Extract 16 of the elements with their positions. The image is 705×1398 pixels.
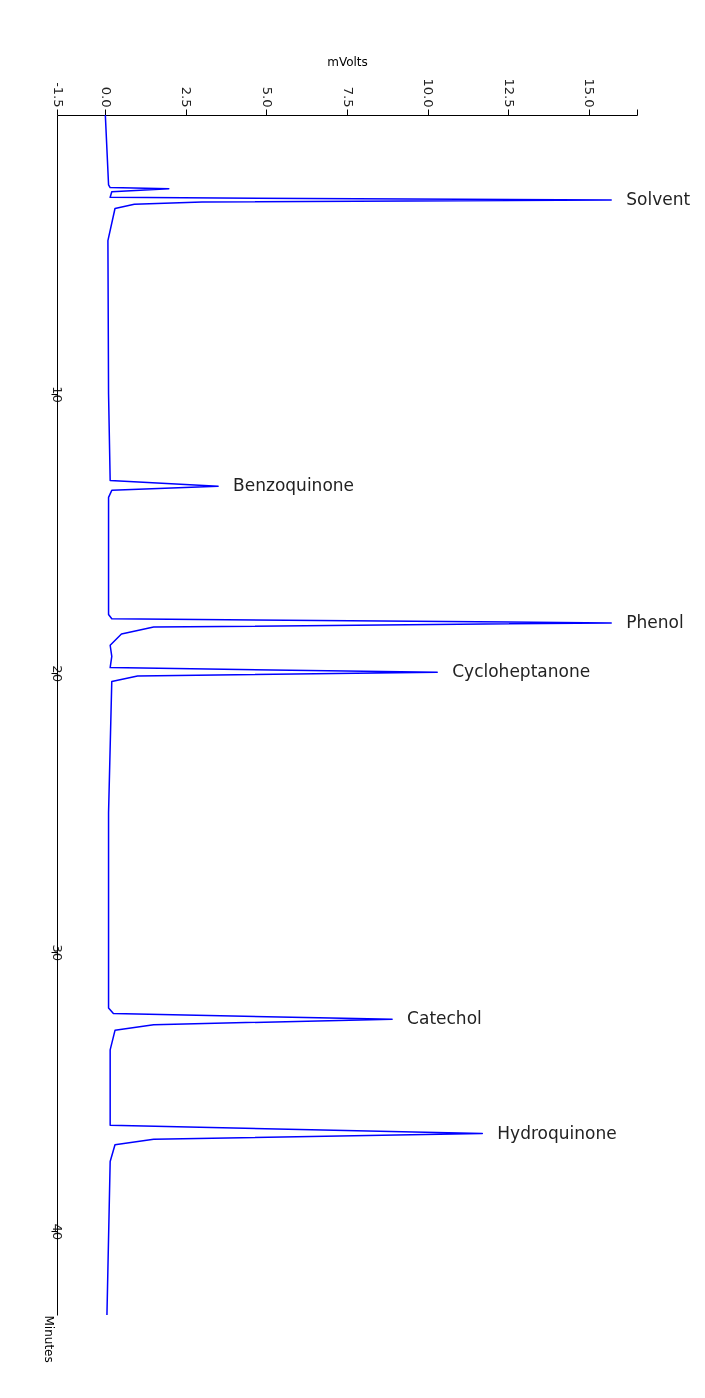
x-tick-label: -1.5 [50, 82, 66, 108]
x-tick-label: 15.0 [582, 78, 598, 108]
annotation: Hydroquinone [497, 1122, 617, 1143]
x-tick-label: 12.5 [501, 78, 517, 108]
x-tick-label: 0.0 [98, 86, 114, 108]
annotation: Benzoquinone [233, 475, 355, 496]
x-tick-label: 2.5 [179, 86, 195, 108]
annotation: Solvent [626, 189, 691, 210]
x-tick-label: 10.0 [421, 78, 437, 108]
annotation: Cycloheptanone [452, 661, 591, 682]
annotation: Catechol [407, 1008, 482, 1029]
annotation: Phenol [626, 611, 684, 632]
x-axis-title: mVolts [327, 54, 368, 69]
y-axis-title: Minutes [41, 1315, 56, 1363]
x-tick-label: 7.5 [340, 86, 356, 108]
x-tick-label: 5.0 [259, 86, 275, 108]
